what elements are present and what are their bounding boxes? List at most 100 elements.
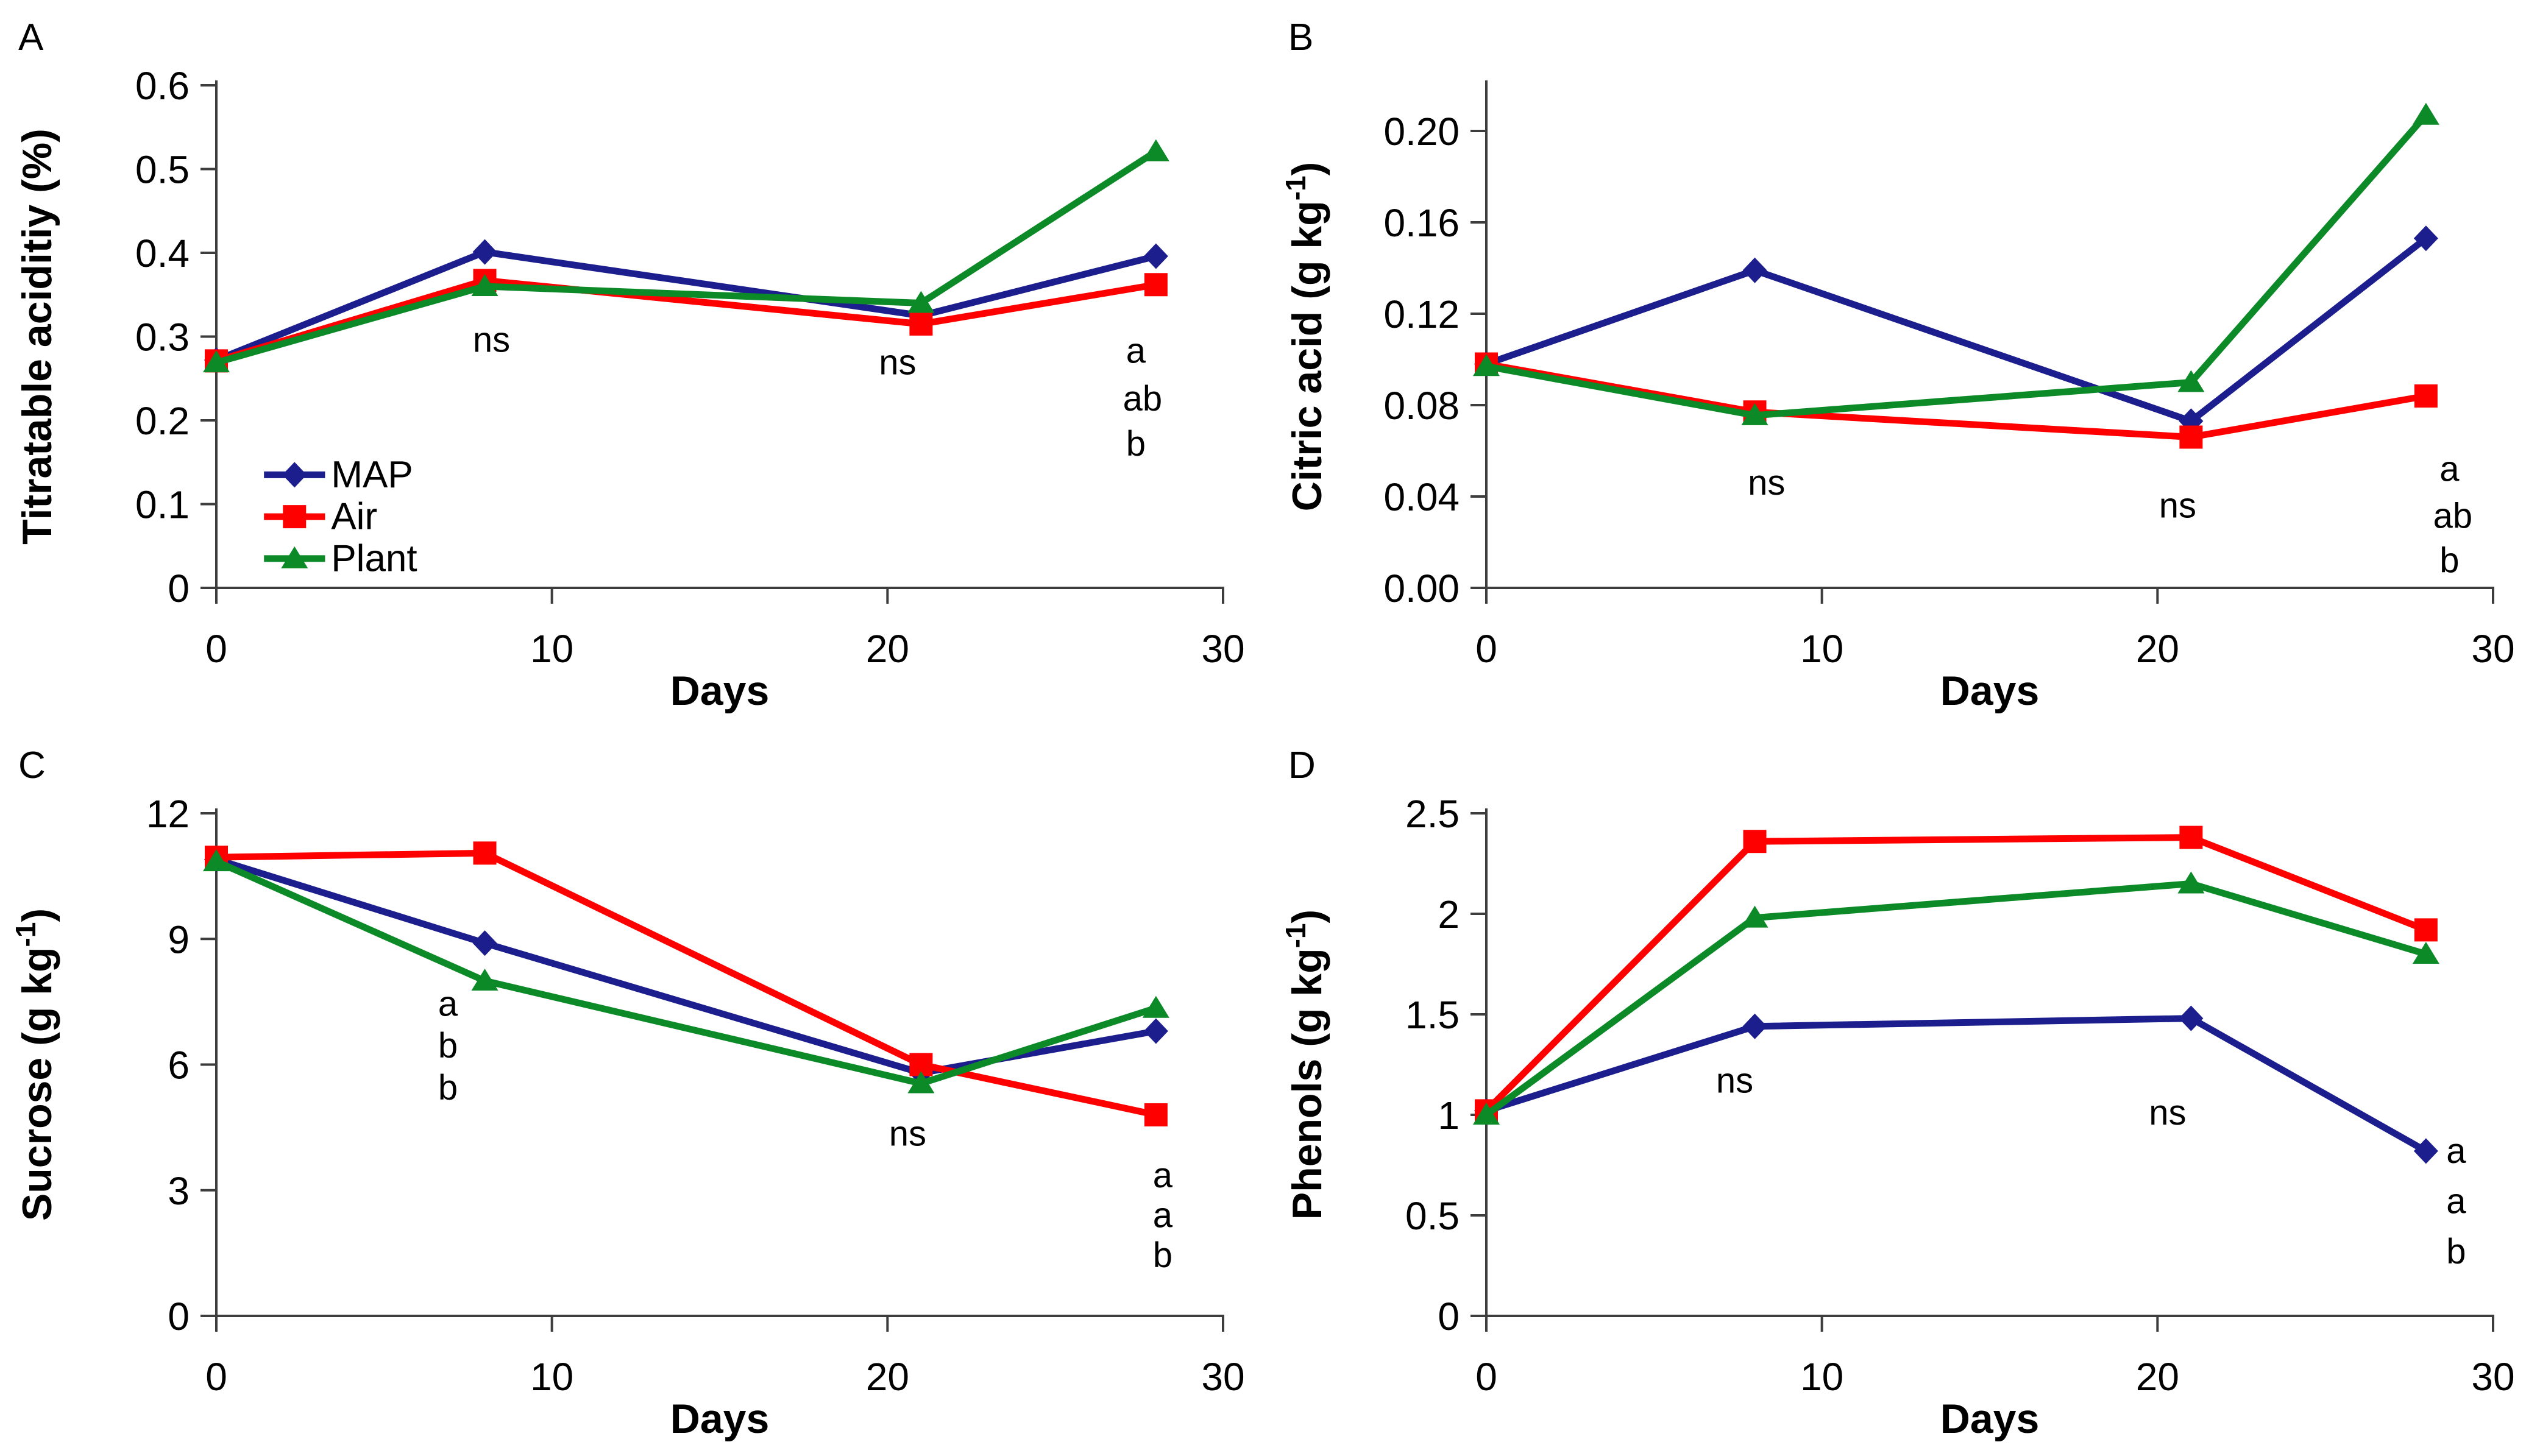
significance-label: b (2446, 1232, 2466, 1271)
series-line-map (1483, 1015, 2430, 1154)
x-tick-label: 10 (1800, 1355, 1843, 1399)
x-axis-title: Days (1940, 668, 2040, 714)
panel-phenols: 0 0.5 1 1.5 2 2.5 0 10 20 30 Days Phenols (g kg-1) n… (1270, 728, 2540, 1456)
x-axis-title: Days (670, 1396, 770, 1442)
y-tick-label: 0.3 (135, 316, 190, 359)
y-axis-title: Phenols (g kg-1) (1280, 910, 1330, 1220)
data-marker-map-diamond-icon (472, 930, 497, 956)
data-marker-air-square-icon (473, 841, 497, 865)
data-marker-plant-triangle-icon (2412, 942, 2439, 964)
legend-marker-map-diamond-icon (282, 462, 307, 488)
y-axis-title: Citric acid (g kg-1) (1280, 162, 1330, 512)
series-line-map (213, 249, 1160, 364)
x-tick-label: 30 (2471, 627, 2514, 671)
y-tick-label: 2.5 (1405, 792, 1460, 836)
y-axis-title: Sucrose (g kg-1) (10, 908, 60, 1221)
x-tick-label: 0 (205, 1355, 227, 1399)
legend-marker-plant-triangle-icon (281, 546, 308, 568)
legend-label: Plant (331, 537, 417, 579)
significance-label: a (2446, 1181, 2466, 1221)
data-marker-plant-triangle-icon (203, 849, 230, 872)
y-tick-label: 0.4 (135, 231, 190, 275)
y-tick-label: 0.20 (1383, 110, 1460, 154)
data-marker-map-diamond-icon (2413, 225, 2438, 252)
data-marker-plant-triangle-icon (203, 350, 230, 373)
series-line-plant (213, 148, 1160, 366)
data-marker-map-diamond-icon (1143, 1018, 1168, 1044)
x-axis-title: Days (1940, 1396, 2040, 1442)
significance-label: ns (473, 320, 510, 360)
significance-label: b (1153, 1235, 1172, 1275)
data-marker-map-diamond-icon (2179, 1005, 2204, 1031)
chart-citric-acid: 0.00 0.04 0.08 0.12 0.16 0.20 0 10 20 30 Days Citri… (1280, 16, 2515, 714)
data-marker-plant-triangle-icon (1473, 354, 1500, 376)
significance-label: ns (2159, 486, 2196, 526)
series-line-map (1483, 235, 2430, 425)
y-tick-label: 0 (168, 567, 190, 610)
significance-label: b (438, 1026, 458, 1065)
significance-label: ns (889, 1114, 926, 1153)
x-tick-label: 10 (530, 627, 573, 671)
data-marker-air-square-icon (1743, 830, 1767, 853)
significance-label: b (1126, 424, 1146, 464)
significance-label: ns (2149, 1093, 2186, 1133)
data-marker-plant-triangle-icon (471, 274, 498, 296)
legend-label: MAP (331, 454, 413, 496)
y-tick-label: 0.08 (1383, 384, 1460, 428)
data-marker-map-diamond-icon (1742, 257, 1767, 283)
significance-label: ab (1123, 379, 1163, 419)
panel-sucrose: 0 3 6 9 12 0 10 20 30 Days Sucrose (g kg-1) a b b ns a a… (0, 728, 1270, 1456)
chart-phenols: 0 0.5 1 1.5 2 2.5 0 10 20 30 Days Phenols (g kg-1) n… (1280, 744, 2515, 1442)
x-tick-label: 30 (1201, 1355, 1244, 1399)
legend-marker-air-square-icon (283, 505, 307, 529)
data-marker-plant-triangle-icon (1741, 403, 1768, 425)
data-marker-air-square-icon (2179, 825, 2203, 849)
y-tick-label: 0.2 (135, 399, 190, 443)
data-marker-plant-triangle-icon (2412, 102, 2439, 125)
series-line-air (213, 277, 1160, 364)
data-marker-air-square-icon (909, 312, 933, 336)
chart-titratable-acidity: 0 0.1 0.2 0.3 0.4 0.5 0.6 0 10 20 30 Days Titratable… (14, 16, 1245, 714)
panel-letter: D (1288, 744, 1316, 786)
data-marker-plant-triangle-icon (907, 1071, 935, 1094)
data-marker-air-square-icon (2414, 918, 2438, 942)
data-marker-plant-triangle-icon (907, 291, 935, 313)
x-tick-label: 0 (1475, 1355, 1497, 1399)
y-tick-label: 2 (1438, 892, 1460, 936)
data-marker-map-diamond-icon (472, 239, 497, 265)
y-tick-label: 1 (1438, 1094, 1460, 1137)
data-marker-air-square-icon (2179, 425, 2203, 449)
series-line-air (213, 849, 1160, 1119)
x-tick-label: 0 (205, 627, 227, 671)
x-tick-label: 0 (1475, 627, 1497, 671)
y-axis-title: Titratable aciditiy (%) (14, 129, 60, 545)
x-tick-label: 30 (1201, 627, 1244, 671)
y-tick-label: 0.16 (1383, 201, 1460, 245)
data-marker-plant-triangle-icon (1473, 1103, 1500, 1125)
significance-label: a (2446, 1131, 2466, 1171)
significance-label: ns (1716, 1061, 1753, 1100)
y-tick-label: 6 (168, 1044, 190, 1087)
y-tick-label: 9 (168, 917, 190, 961)
y-tick-label: 0 (168, 1295, 190, 1338)
x-tick-label: 20 (866, 627, 909, 671)
panel-citric-acid: 0.00 0.04 0.08 0.12 0.16 0.20 0 10 20 30 Days Citri… (1270, 0, 2540, 728)
data-marker-plant-triangle-icon (1741, 905, 1768, 928)
series-line-plant (1483, 111, 2430, 419)
panel-titratable-acidity: 0 0.1 0.2 0.3 0.4 0.5 0.6 0 10 20 30 Days Titratable… (0, 0, 1270, 728)
y-tick-label: 12 (146, 792, 190, 836)
x-tick-label: 20 (2136, 1355, 2179, 1399)
y-tick-label: 0.1 (135, 483, 190, 527)
series-line-plant (1483, 880, 2430, 1119)
data-marker-air-square-icon (2414, 384, 2438, 408)
x-axis-title: Days (670, 668, 770, 714)
data-marker-air-square-icon (1144, 1103, 1168, 1126)
y-tick-label: 3 (168, 1169, 190, 1213)
x-tick-label: 20 (866, 1355, 909, 1399)
series-line-air (1483, 834, 2430, 1114)
series-line-map (213, 856, 1160, 1076)
significance-label: a (1126, 331, 1146, 370)
data-marker-plant-triangle-icon (1142, 139, 1169, 161)
x-tick-label: 20 (2136, 627, 2179, 671)
